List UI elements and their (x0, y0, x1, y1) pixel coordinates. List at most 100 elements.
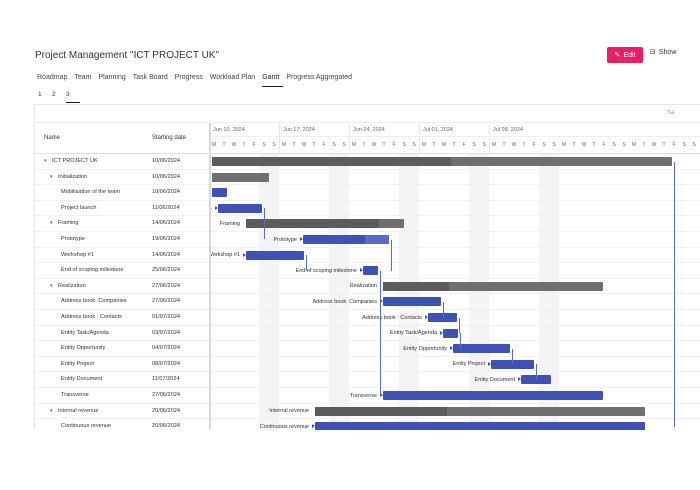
tab-gantt[interactable]: Gantt (262, 74, 284, 87)
sub-tabs: 1 2 3 (38, 91, 80, 103)
task-row[interactable]: Entity Project 08/07/2024 (35, 357, 209, 373)
bar-label: Address book: Companies (312, 298, 377, 305)
task-row[interactable]: Entity Task/Agenda 03/07/2024 (35, 326, 209, 342)
progress-fill (383, 281, 449, 291)
tab-workload-plan[interactable]: Workload Plan (209, 74, 256, 81)
bar-label: Address book : Contacts (362, 314, 422, 321)
task-bar[interactable] (383, 297, 441, 307)
task-bar[interactable] (491, 359, 534, 369)
tab-planning[interactable]: Planning (98, 74, 126, 81)
weekend-shade (539, 154, 559, 430)
edit-button[interactable]: ✎ Edit (607, 47, 643, 63)
day-label: T (662, 142, 666, 148)
task-bar[interactable] (521, 375, 551, 385)
progress-fill (315, 406, 447, 416)
tab-progress-aggregated[interactable]: Progress Aggregated (286, 74, 353, 81)
chart-row (211, 357, 700, 373)
subtab-3[interactable]: 3 (66, 91, 80, 103)
subtab-2[interactable]: 2 (52, 91, 56, 98)
dependency-arrow-icon (243, 252, 246, 257)
task-bar[interactable] (453, 344, 510, 354)
dependency-line (674, 161, 675, 427)
chart-row (211, 216, 700, 232)
task-start-date: 10/06/2024 (152, 189, 180, 196)
summary-bar[interactable] (246, 219, 404, 229)
task-bar[interactable] (443, 328, 458, 338)
caret-down-icon[interactable]: ▾ (50, 407, 53, 414)
task-row[interactable]: Address book : Contacts 01/07/2024 (35, 310, 209, 326)
bar-label: Entity Opportunity (403, 345, 447, 352)
task-row[interactable]: Workshop #1 14/06/2024 (35, 248, 209, 264)
task-row[interactable]: End of scoping milestone 25/06/2024 (35, 263, 209, 279)
task-row[interactable]: Entity Opportunity 04/07/2024 (35, 341, 209, 357)
grid-splitter[interactable] (209, 123, 211, 430)
tab-team[interactable]: Team (74, 74, 92, 81)
column-header-name[interactable]: Name (44, 135, 61, 141)
task-row[interactable]: Continuous revenue 20/06/2024 (35, 419, 209, 430)
task-row[interactable]: Entity Document 11/07/2024 (35, 372, 209, 388)
column-header-start[interactable]: Starting date (152, 135, 187, 141)
day-label: S (482, 142, 486, 148)
task-row[interactable]: ▾ Initialization 10/06/2024 (35, 170, 209, 186)
day-label: W (441, 142, 447, 148)
caret-down-icon[interactable]: ▾ (50, 282, 53, 289)
week-label: Jun 17, 2024 (283, 127, 315, 133)
task-row[interactable]: ▾ Framing 14/06/2024 (35, 216, 209, 232)
dependency-arrow-icon (440, 330, 443, 335)
task-row[interactable]: Transverse 27/06/2024 (35, 388, 209, 404)
task-bar[interactable] (428, 313, 457, 322)
day-label: T (502, 142, 506, 148)
task-bar[interactable] (218, 203, 262, 213)
task-name: Address book: Companies (61, 298, 127, 305)
caret-down-icon[interactable]: ▾ (50, 220, 53, 227)
task-row[interactable]: ▾ ICT PROJECT UK 10/06/2024 (35, 154, 209, 170)
tab-progress[interactable]: Progress (174, 74, 203, 81)
day-label: W (371, 142, 377, 148)
task-bar[interactable] (383, 391, 603, 400)
caret-down-icon[interactable]: ▾ (44, 158, 47, 164)
bar-label: Continuous revenue (259, 423, 309, 430)
task-row[interactable]: ▾ Internal revenue 20/06/2024 (35, 404, 209, 420)
show-button[interactable]: ⊟ Show (650, 48, 676, 57)
tab-task-board[interactable]: Task Board (132, 74, 168, 81)
dependency-line (512, 348, 513, 365)
task-row[interactable]: Prototype 19/06/2024 (35, 232, 209, 248)
weekend-shade (399, 154, 419, 430)
task-bar[interactable] (303, 235, 389, 244)
day-label: F (672, 142, 676, 148)
task-row[interactable]: ▾ Realization 27/06/2024 (35, 279, 209, 295)
summary-bar[interactable] (383, 281, 603, 291)
task-bar[interactable] (315, 422, 645, 430)
task-row[interactable]: Address book: Companies 27/06/2024 (35, 294, 209, 310)
summary-bar[interactable] (315, 406, 645, 416)
task-bar[interactable] (212, 188, 227, 198)
tab-roadmap[interactable]: Roadmap (37, 74, 68, 81)
task-row[interactable]: Project launch 11/06/2024 (35, 201, 209, 217)
day-label: T (242, 142, 246, 148)
caret-down-icon[interactable]: ▾ (50, 173, 53, 180)
day-label: M (491, 142, 497, 148)
chart-row (211, 341, 700, 357)
task-name: Realization (58, 282, 86, 289)
summary-bar[interactable] (212, 157, 672, 166)
chart-row (211, 279, 700, 295)
task-row[interactable]: Mobilisation of the team 10/06/2024 (35, 185, 209, 201)
dependency-arrow-icon (518, 377, 521, 382)
subtab-1[interactable]: 1 (38, 91, 42, 98)
dependency-arrow-icon (450, 346, 453, 351)
day-label: M (211, 142, 217, 148)
task-bar[interactable] (246, 250, 304, 260)
summary-bar[interactable] (212, 172, 269, 182)
bar-label: Internal revenue (269, 408, 309, 415)
bar-label: Workshop #1 (211, 252, 240, 259)
task-start-date: 01/07/2024 (152, 314, 180, 320)
gantt-view: Sa Name Starting date ▾ ICT PROJECT UK 10/… (34, 104, 700, 430)
dependency-arrow-icon (360, 268, 363, 273)
day-label: F (602, 142, 606, 148)
task-bar[interactable] (363, 266, 378, 276)
chart-row (211, 170, 700, 186)
save-button-partial[interactable]: Sa (667, 110, 675, 116)
day-label: S (542, 142, 546, 148)
day-label: T (432, 142, 436, 148)
week-divider (349, 123, 350, 154)
